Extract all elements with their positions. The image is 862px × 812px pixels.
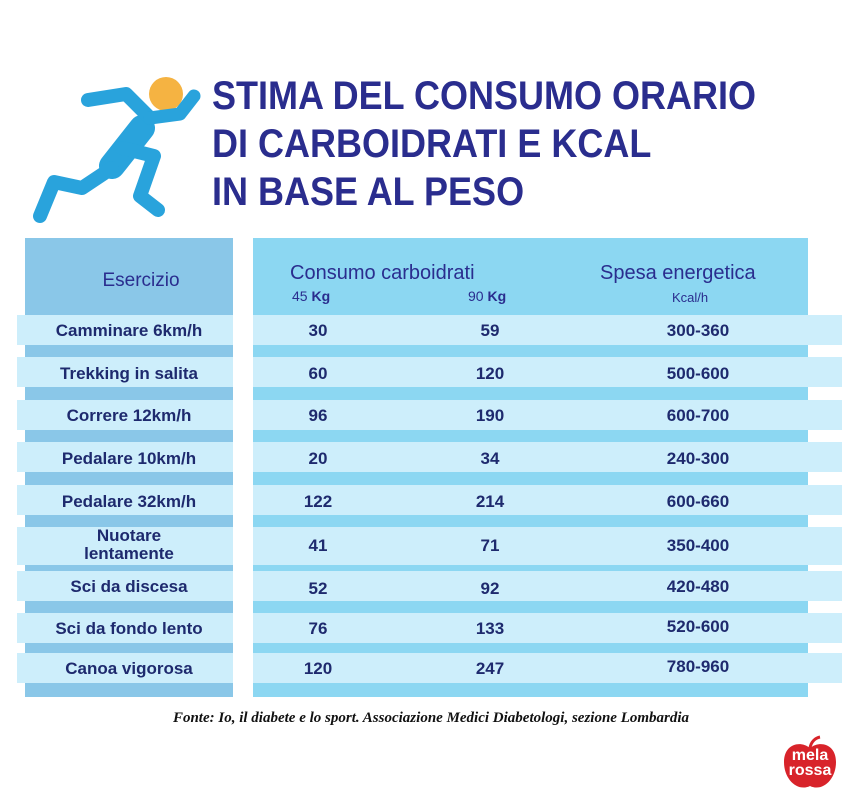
- carb-90kg-cell: 92: [480, 579, 500, 598]
- kcal-cell: 780-960: [666, 657, 730, 676]
- row-band: [17, 613, 842, 643]
- header-90kg: 90 Kg: [468, 288, 506, 304]
- row-band: [17, 442, 842, 472]
- header-45kg-unit: Kg: [311, 288, 331, 304]
- row-band: [17, 400, 842, 430]
- header-90kg-unit: Kg: [487, 288, 507, 304]
- carb-90kg-cell: 59: [480, 321, 500, 340]
- kcal-cell: 600-700: [666, 406, 730, 425]
- carb-45kg-cell: 41: [308, 536, 328, 555]
- carb-90kg-cell: 120: [475, 364, 505, 383]
- carb-90kg-cell: 190: [475, 406, 505, 425]
- exercise-cell: Sci da discesa: [70, 577, 188, 596]
- carb-45kg-cell: 30: [308, 321, 328, 340]
- row-band: [17, 315, 842, 345]
- carb-90kg-cell: 247: [475, 659, 505, 678]
- title-line-3: IN BASE AL PESO: [212, 170, 525, 214]
- header-45kg-number: 45: [292, 288, 308, 304]
- exercise-cell: Pedalare 32km/h: [61, 492, 197, 511]
- kcal-cell: 420-480: [666, 577, 730, 596]
- kcal-cell: 500-600: [666, 364, 730, 383]
- exercise-cell-line-2: lentamente: [84, 544, 174, 563]
- kcal-cell: 520-600: [666, 617, 730, 636]
- header-energy-unit: Kcal/h: [672, 290, 709, 305]
- carb-45kg-cell: 96: [308, 406, 328, 425]
- exercise-cell: Camminare 6km/h: [55, 321, 203, 340]
- carb-45kg-cell: 52: [308, 579, 328, 598]
- header-90kg-number: 90: [468, 288, 484, 304]
- carb-45kg-cell: 60: [308, 364, 328, 383]
- row-band: [17, 571, 842, 601]
- page-title: STIMA DEL CONSUMO ORARIO DI CARBOIDRATI …: [212, 72, 788, 216]
- apple-logo-icon: [784, 735, 836, 788]
- kcal-cell: 350-400: [666, 536, 730, 555]
- title-line-2: DI CARBOIDRATI E KCAL: [212, 122, 652, 166]
- carb-45kg-cell: 120: [303, 659, 333, 678]
- kcal-cell: 240-300: [666, 449, 730, 468]
- header-energy: Spesa energetica: [600, 262, 756, 284]
- exercise-cell: Correre 12km/h: [66, 406, 192, 425]
- header-consumption: Consumo carboidrati: [290, 262, 475, 284]
- header-exercise: Esercizio: [102, 270, 180, 291]
- kcal-cell: 300-360: [666, 321, 730, 340]
- carb-90kg-cell: 34: [480, 449, 500, 468]
- carb-45kg-cell: 20: [308, 449, 328, 468]
- exercise-cell: Trekking in salita: [60, 364, 198, 383]
- exercise-cell-line-1: Nuotare: [96, 526, 162, 545]
- header-45kg: 45 Kg: [292, 288, 330, 304]
- row-band: [17, 653, 842, 683]
- exercise-cell: Pedalare 10km/h: [61, 449, 197, 468]
- carb-45kg-cell: 122: [303, 492, 333, 511]
- carb-90kg-cell: 133: [475, 619, 505, 638]
- logo-text-line-1: mela: [791, 747, 829, 764]
- running-person-icon: [33, 77, 201, 223]
- kcal-cell: 600-660: [666, 492, 730, 511]
- exercise-cell: Sci da fondo lento: [55, 619, 203, 638]
- carb-45kg-cell: 76: [308, 619, 328, 638]
- carb-90kg-cell: 71: [480, 536, 500, 555]
- row-band: [17, 357, 842, 387]
- title-line-1: STIMA DEL CONSUMO ORARIO: [212, 74, 757, 118]
- melarossa-logo: mela rossa: [780, 734, 840, 794]
- row-band: [17, 527, 842, 565]
- exercise-cell: Canoa vigorosa: [65, 659, 193, 678]
- carb-90kg-cell: 214: [475, 492, 505, 511]
- logo-text-line-2: rossa: [788, 762, 832, 779]
- source-note: Fonte: Io, il diabete e lo sport. Associ…: [172, 710, 690, 726]
- row-band: [17, 485, 842, 515]
